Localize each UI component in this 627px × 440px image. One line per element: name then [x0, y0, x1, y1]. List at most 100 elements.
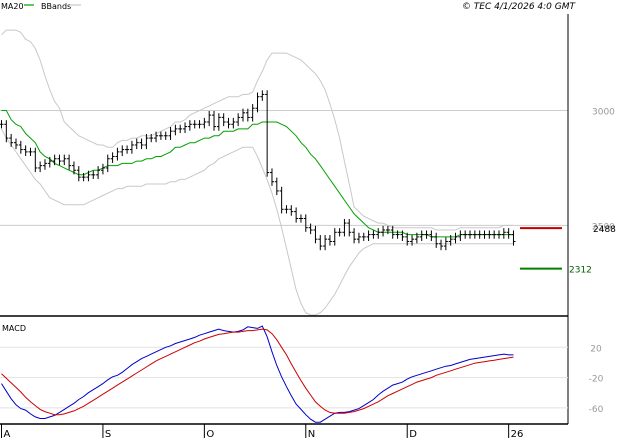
price-bar	[245, 108, 250, 122]
price-bar	[163, 131, 168, 140]
price-bar	[105, 154, 110, 173]
price-bar	[472, 230, 477, 239]
price-bar	[81, 173, 86, 182]
price-bar	[424, 230, 429, 239]
x-axis-tick-label: D	[409, 429, 417, 440]
price-bar	[429, 230, 434, 242]
price-bar	[250, 104, 255, 122]
price-bar	[144, 133, 149, 150]
price-bar	[308, 223, 313, 235]
price-bar	[76, 166, 81, 182]
price-bar	[274, 177, 279, 196]
price-bar	[318, 235, 323, 251]
price-bar	[448, 235, 453, 246]
price-bar	[202, 117, 207, 129]
price-bar	[366, 230, 371, 242]
price-bar	[0, 120, 4, 129]
price-bar	[71, 161, 76, 175]
price-bar	[62, 154, 67, 166]
price-bar	[487, 230, 492, 239]
price-bar	[38, 161, 43, 173]
price-bar	[158, 131, 163, 140]
price-bar	[207, 110, 212, 127]
price-bar	[356, 232, 361, 244]
price-bar	[501, 228, 506, 239]
price-bar	[91, 170, 96, 179]
price-bar	[23, 145, 28, 156]
price-bar	[294, 207, 299, 223]
price-bar	[47, 156, 52, 168]
price-bar	[4, 120, 9, 143]
price-bar	[42, 159, 47, 170]
price-bar	[463, 230, 468, 239]
price-bar	[168, 127, 173, 140]
x-axis-tick-label: 26	[511, 429, 524, 440]
price-bar	[183, 122, 188, 134]
price-bar	[405, 232, 410, 246]
price-bar	[52, 154, 57, 166]
support-label: 2312	[569, 266, 592, 276]
price-bar	[511, 230, 516, 246]
price-bar	[390, 225, 395, 239]
price-bar	[125, 145, 130, 154]
price-bar	[313, 225, 318, 244]
price-bar	[323, 235, 328, 251]
macd-y-tick-label: 20	[590, 344, 602, 354]
price-bar	[269, 168, 274, 186]
price-bar	[414, 232, 419, 244]
price-bar	[332, 228, 337, 246]
price-bar	[395, 230, 400, 239]
price-bar	[376, 228, 381, 239]
price-bar	[303, 214, 308, 232]
macd-panel: MACD 20 -20 -60	[0, 324, 604, 423]
price-bar	[385, 225, 390, 235]
price-bar	[18, 140, 23, 154]
price-bar	[9, 133, 14, 147]
price-bar	[381, 225, 386, 237]
price-bar	[115, 147, 120, 161]
macd-panel-title: MACD	[2, 324, 26, 333]
price-bar	[434, 232, 439, 248]
price-bar	[67, 154, 72, 170]
price-bar	[458, 230, 463, 242]
price-bar	[289, 205, 294, 216]
price-bar	[496, 230, 501, 239]
price-bar	[255, 92, 260, 113]
price-bar	[347, 218, 352, 237]
legend-bbands-label: BBands	[41, 2, 71, 11]
price-bar	[482, 230, 487, 239]
price-bar	[419, 230, 424, 242]
resistance-label: 2488	[593, 225, 616, 235]
x-axis-tick-label: A	[4, 429, 11, 440]
price-y-tick-label: 3000	[592, 108, 615, 118]
price-bar	[96, 166, 101, 179]
price-bar	[192, 120, 197, 129]
price-bar	[216, 113, 221, 131]
price-bar	[100, 163, 105, 175]
macd-y-tick-label: -60	[589, 405, 604, 415]
price-bar	[400, 230, 405, 242]
price-y-tick-label: 2500	[592, 222, 615, 232]
price-bar	[149, 133, 154, 143]
macd-signal-line	[1, 328, 514, 416]
price-bar	[352, 228, 357, 244]
price-bar	[468, 230, 473, 239]
x-axis: A S O N D 26	[0, 423, 568, 440]
price-bar	[443, 237, 448, 251]
price-bar	[231, 117, 236, 129]
price-bar	[477, 230, 482, 239]
price-bar	[226, 117, 231, 129]
price-bar	[154, 131, 159, 143]
price-bar	[28, 147, 33, 156]
price-bar	[178, 124, 183, 134]
bband-upper-line	[1, 29, 514, 231]
price-bar	[221, 113, 226, 127]
price-bar	[439, 239, 444, 251]
price-bar	[284, 205, 289, 214]
price-bar	[492, 230, 497, 239]
price-bar	[361, 232, 366, 242]
x-axis-tick-label: O	[206, 429, 214, 440]
price-bar	[279, 186, 284, 214]
price-bar	[265, 90, 270, 177]
